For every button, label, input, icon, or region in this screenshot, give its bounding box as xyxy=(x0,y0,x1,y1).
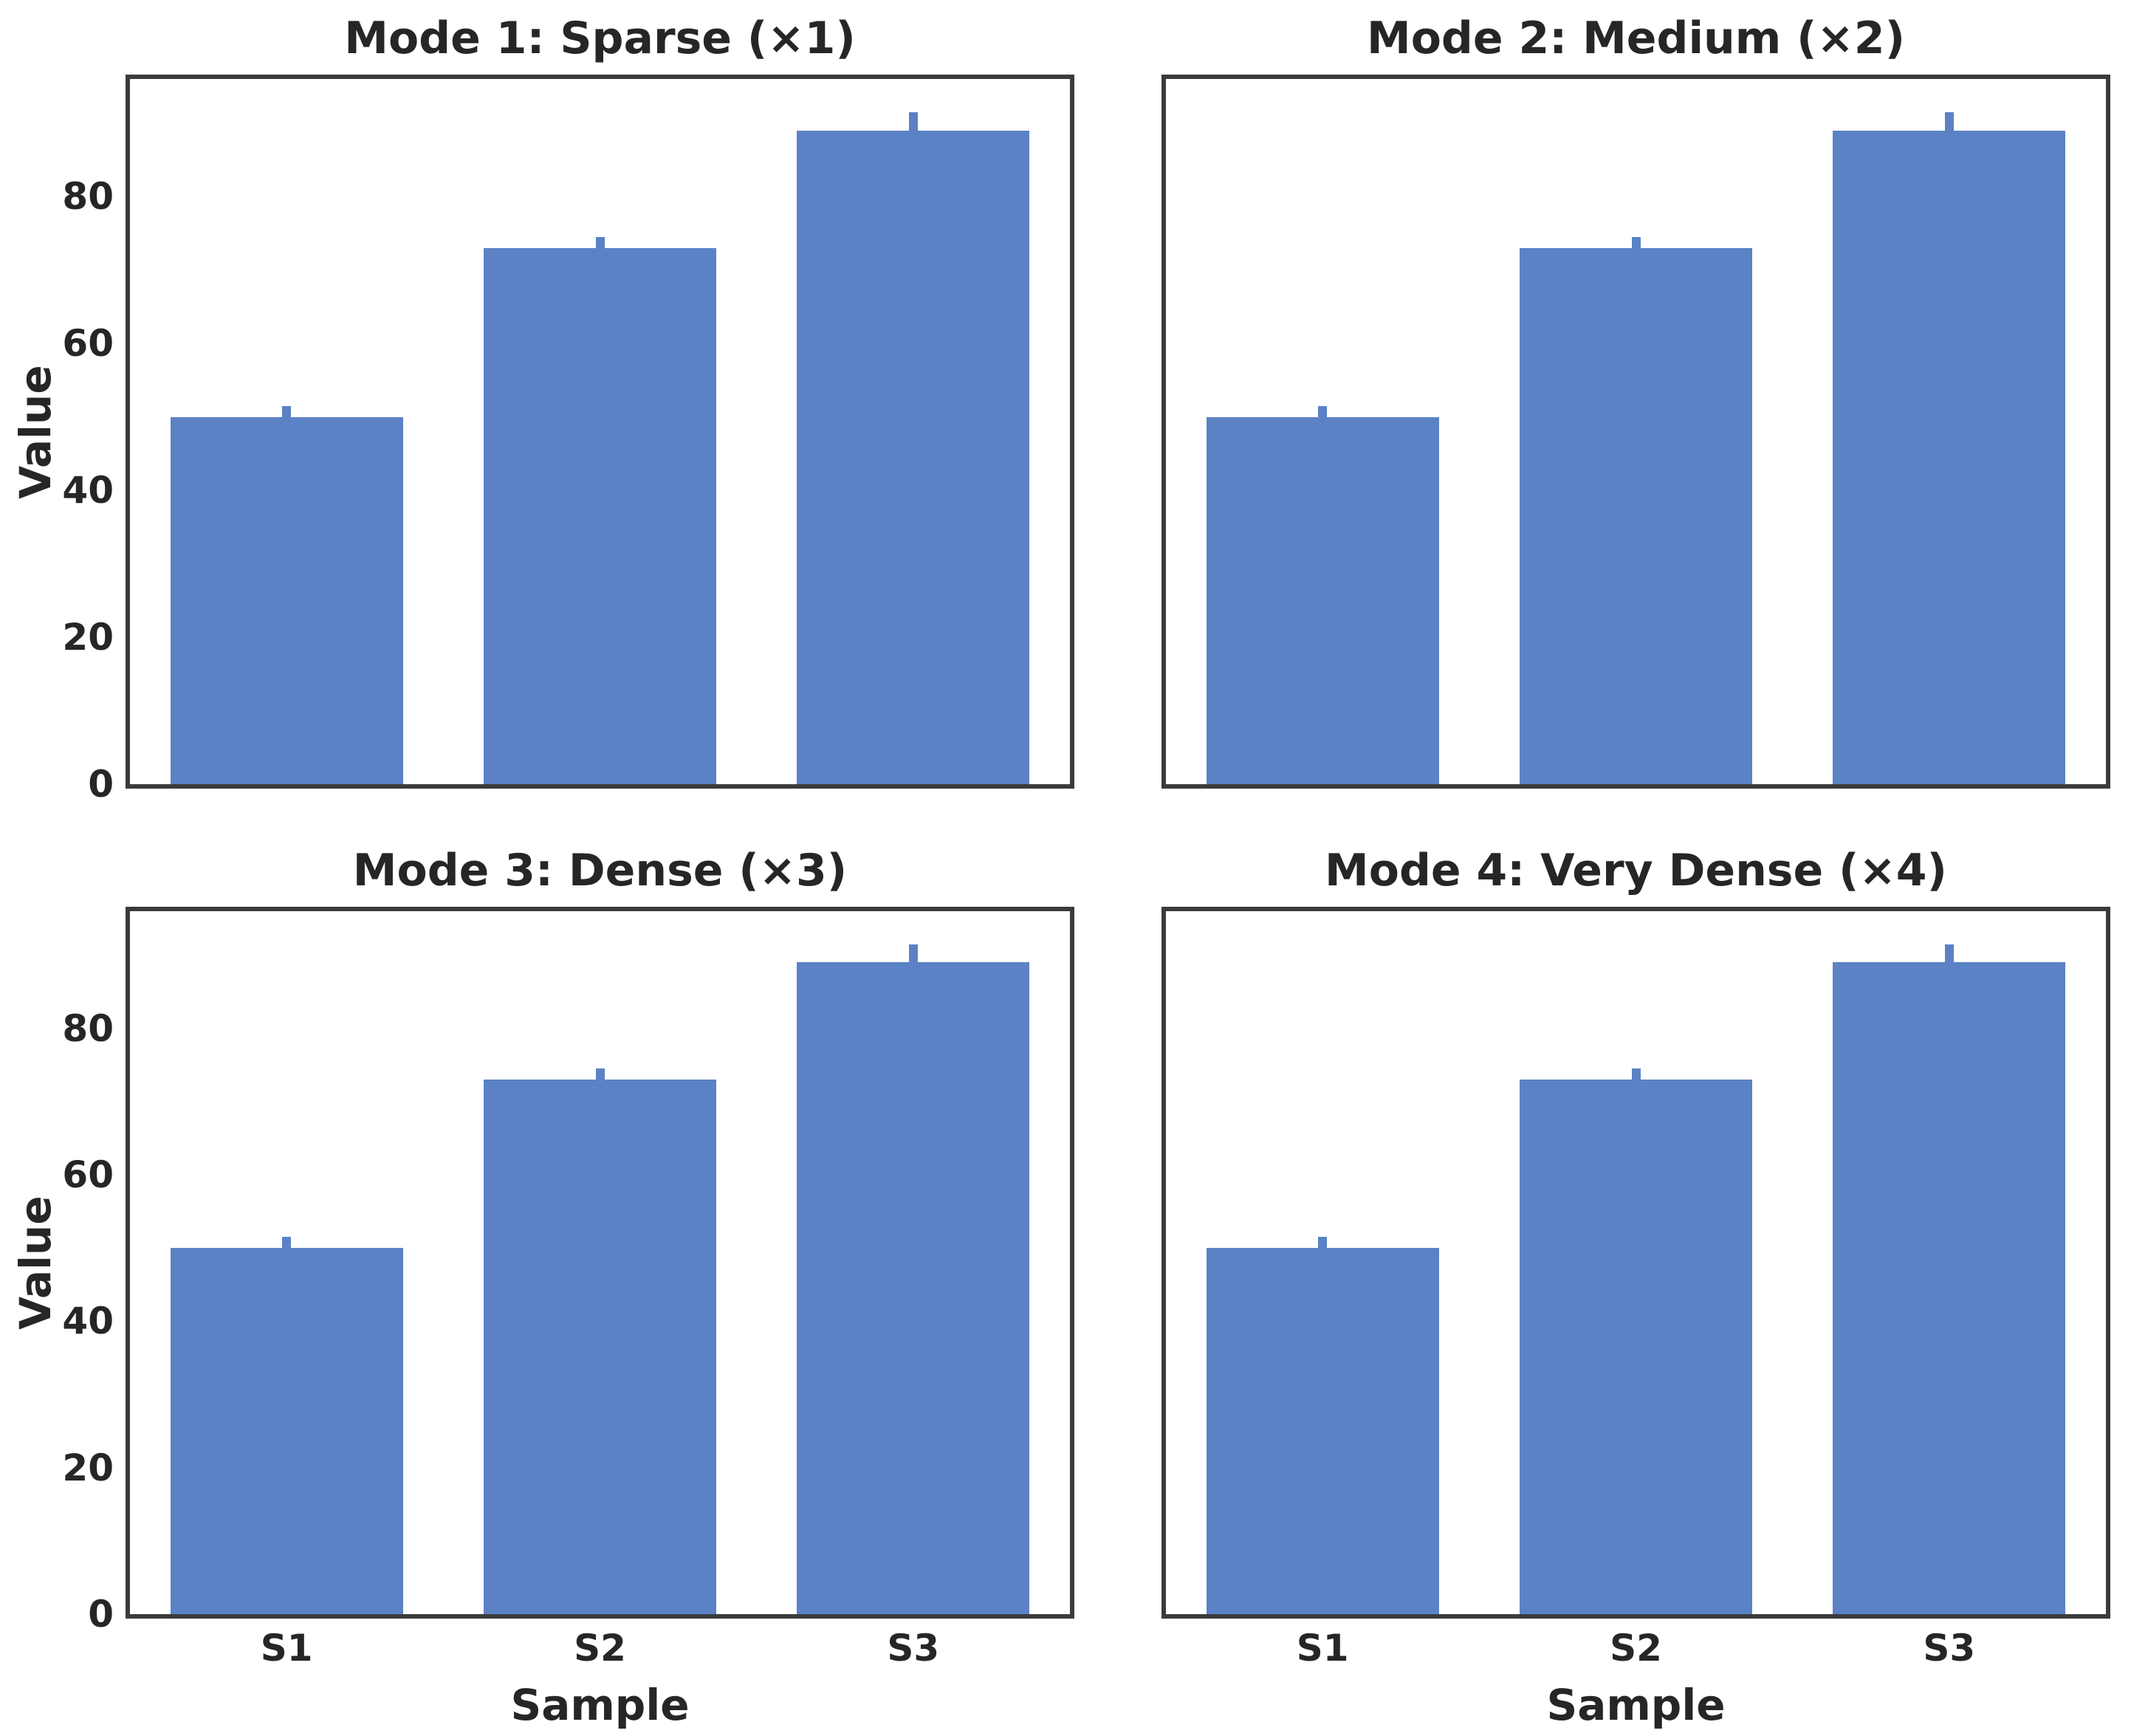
error-bar-s2 xyxy=(595,236,605,259)
subplot-title: Mode 2: Medium (×2) xyxy=(1367,13,1905,64)
bar-s3 xyxy=(1833,962,2066,1614)
y-tick-label: 0 xyxy=(88,763,114,806)
bar-s3 xyxy=(797,130,1030,784)
error-bar-s1 xyxy=(282,1237,292,1260)
x-axis-label: Sample xyxy=(510,1680,690,1730)
x-tick-label-s1: S1 xyxy=(260,1627,313,1670)
plot-area: Mode 2: Medium (×2) xyxy=(1161,13,2110,789)
x-tick-label-s3: S3 xyxy=(887,1627,940,1670)
error-bar-s2 xyxy=(1631,236,1641,259)
y-tick-label: 20 xyxy=(62,616,114,659)
error-bar-s1 xyxy=(1318,405,1328,428)
subplot-title: Mode 3: Dense (×3) xyxy=(352,845,848,896)
bar-s1 xyxy=(170,416,403,784)
bar-s3 xyxy=(1833,130,2066,784)
y-axis-label: Value xyxy=(10,364,61,499)
bar-s2 xyxy=(1519,1080,1753,1614)
subplot-title: Mode 4: Very Dense (×4) xyxy=(1325,845,1947,896)
plot-area: Mode 3: Dense (×3) 0 20 40 60 80 S1 S2 S3 Sample V… xyxy=(10,845,1074,1728)
plot-area: Mode 1: Sparse (×1) 0 20 40 60 80 Value xyxy=(10,13,1074,803)
y-tick-label: 80 xyxy=(62,175,114,219)
bar-s1 xyxy=(1206,416,1439,784)
x-tick-label-s2: S2 xyxy=(574,1627,626,1670)
plot-area: Mode 4: Very Dense (×4) S1 S2 S3 Sample xyxy=(1161,845,2110,1728)
error-bar-s2 xyxy=(1631,1068,1641,1091)
y-tick-label: 40 xyxy=(62,1300,114,1343)
bar-s2 xyxy=(483,1080,717,1614)
bar-s3 xyxy=(797,962,1030,1614)
y-tick-label: 60 xyxy=(62,1153,114,1196)
x-tick-label-s2: S2 xyxy=(1610,1627,1662,1670)
y-tick-label: 80 xyxy=(62,1006,114,1050)
error-bar-s2 xyxy=(595,1068,605,1091)
y-tick-label: 40 xyxy=(62,469,114,512)
error-bar-s1 xyxy=(282,405,292,428)
y-axis-label: Value xyxy=(10,1195,61,1330)
y-tick-label: 0 xyxy=(88,1593,114,1636)
bar-s1 xyxy=(170,1248,403,1614)
x-axis-label: Sample xyxy=(1546,1680,1726,1730)
bar-s2 xyxy=(1519,247,1753,784)
error-bar-s3 xyxy=(908,111,918,149)
bar-s2 xyxy=(483,247,717,784)
error-bar-s3 xyxy=(908,944,918,981)
y-tick-label: 20 xyxy=(62,1446,114,1489)
error-bar-s1 xyxy=(1318,1237,1328,1260)
error-bar-s3 xyxy=(1944,944,1954,981)
subplot-title: Mode 1: Sparse (×1) xyxy=(344,13,856,64)
bar-s1 xyxy=(1206,1248,1439,1614)
y-tick-label: 60 xyxy=(62,322,114,366)
x-tick-label-s1: S1 xyxy=(1296,1627,1349,1670)
x-tick-label-s3: S3 xyxy=(1923,1627,1976,1670)
error-bar-s3 xyxy=(1944,111,1954,149)
